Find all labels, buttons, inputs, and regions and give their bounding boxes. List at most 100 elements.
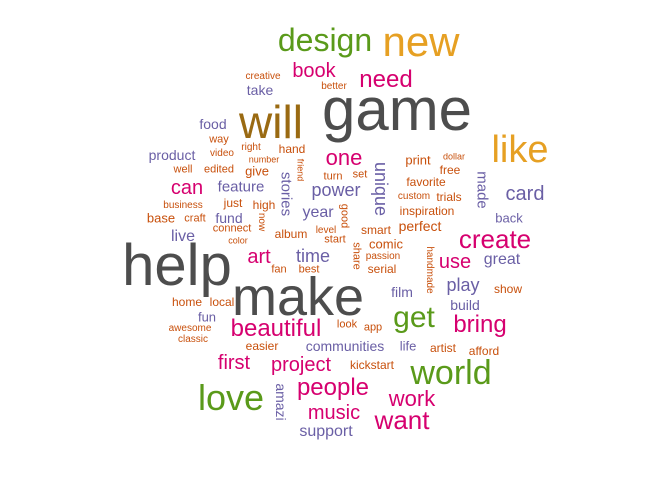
word-want: want bbox=[374, 405, 430, 435]
word-life: life bbox=[399, 338, 417, 354]
word-home: home bbox=[171, 295, 203, 309]
word-album: album bbox=[274, 227, 308, 241]
word-help: help bbox=[122, 233, 232, 298]
word-classic: classic bbox=[177, 334, 209, 345]
word-custom: custom bbox=[397, 191, 431, 202]
word-passion: passion bbox=[365, 251, 401, 262]
word-craft: craft bbox=[184, 212, 206, 225]
word-handmade: handmade bbox=[424, 246, 435, 294]
word-fan: fan bbox=[271, 263, 287, 276]
word-video: video bbox=[210, 148, 234, 159]
word-now: now bbox=[256, 212, 267, 232]
word-best: best bbox=[298, 263, 320, 276]
word-build: build bbox=[450, 297, 480, 313]
word-local: local bbox=[209, 295, 235, 309]
word-great: great bbox=[483, 251, 521, 268]
word-bring: bring bbox=[453, 311, 507, 338]
word-art: art bbox=[247, 246, 271, 268]
word-start: start bbox=[324, 233, 346, 246]
word-color: color bbox=[228, 235, 248, 246]
word-love: love bbox=[197, 377, 265, 418]
word-level: level bbox=[315, 225, 337, 236]
word-give: give bbox=[245, 163, 269, 179]
word-friend: friend bbox=[295, 158, 306, 182]
word-unique: unique bbox=[371, 161, 391, 217]
word-communities: communities bbox=[305, 338, 385, 354]
word-good: good bbox=[338, 203, 351, 229]
word-print: print bbox=[405, 152, 431, 168]
word-perfect: perfect bbox=[398, 218, 442, 234]
word-dollar: dollar bbox=[442, 151, 466, 162]
word-feature: feature bbox=[217, 178, 265, 196]
word-product: product bbox=[148, 147, 196, 163]
word-create: create bbox=[458, 224, 532, 254]
word-can: can bbox=[170, 177, 204, 199]
word-trials: trials bbox=[436, 190, 462, 204]
word-better: better bbox=[321, 81, 347, 92]
word-turn: turn bbox=[323, 170, 343, 183]
word-number: number bbox=[248, 154, 280, 165]
word-afford: afford bbox=[468, 344, 500, 358]
word-just: just bbox=[223, 196, 243, 210]
word-awesome: awesome bbox=[168, 323, 212, 334]
word-use: use bbox=[438, 251, 472, 273]
word-one: one bbox=[325, 145, 363, 170]
word-beautiful: beautiful bbox=[230, 315, 322, 342]
word-food: food bbox=[199, 116, 227, 132]
word-artist: artist bbox=[429, 341, 457, 355]
word-comic: comic bbox=[369, 236, 403, 252]
word-base: base bbox=[146, 210, 176, 226]
word-support: support bbox=[299, 423, 353, 440]
word-film: film bbox=[391, 284, 413, 300]
word-need: need bbox=[359, 66, 413, 93]
word-easier: easier bbox=[245, 339, 279, 353]
word-kickstart: kickstart bbox=[349, 358, 395, 372]
word-game: game bbox=[321, 76, 473, 143]
word-fun: fun bbox=[197, 309, 217, 325]
word-like: like bbox=[491, 129, 549, 171]
word-made: made bbox=[473, 171, 491, 209]
word-set: set bbox=[352, 168, 368, 181]
word-live: live bbox=[170, 228, 196, 245]
word-serial: serial bbox=[367, 262, 397, 276]
word-amazi: amazi bbox=[273, 383, 289, 421]
word-well: well bbox=[173, 163, 193, 176]
word-look: look bbox=[336, 318, 358, 331]
word-app: app bbox=[363, 321, 383, 334]
word-connect: connect bbox=[212, 222, 252, 235]
word-way: way bbox=[209, 133, 229, 146]
word-right: right bbox=[241, 142, 261, 153]
word-time: time bbox=[295, 246, 331, 266]
word-year: year bbox=[302, 204, 334, 221]
word-people: people bbox=[296, 374, 370, 401]
word-design: design bbox=[277, 22, 373, 58]
word-get: get bbox=[393, 301, 435, 334]
word-work: work bbox=[388, 386, 436, 411]
word-favorite: favorite bbox=[406, 175, 446, 189]
word-project: project bbox=[270, 354, 332, 376]
word-back: back bbox=[495, 210, 523, 226]
word-show: show bbox=[493, 282, 523, 296]
word-stories: stories bbox=[277, 171, 295, 217]
word-music: music bbox=[307, 402, 361, 424]
word-first: first bbox=[217, 352, 251, 374]
word-book: book bbox=[292, 60, 336, 82]
word-share: share bbox=[350, 242, 363, 270]
word-high: high bbox=[252, 198, 276, 212]
word-creative: creative bbox=[245, 71, 281, 82]
word-fund: fund bbox=[215, 210, 243, 226]
word-play: play bbox=[446, 275, 480, 295]
word-make: make bbox=[231, 267, 365, 327]
word-business: business bbox=[163, 200, 203, 211]
word-will: will bbox=[239, 96, 303, 148]
word-new: new bbox=[382, 18, 460, 65]
word-card: card bbox=[505, 183, 545, 205]
word-inspiration: inspiration bbox=[399, 204, 455, 218]
word-take: take bbox=[246, 82, 274, 98]
word-edited: edited bbox=[204, 163, 234, 176]
word-smart: smart bbox=[361, 223, 391, 237]
word-power: power bbox=[311, 180, 361, 200]
word-hand: hand bbox=[278, 142, 306, 156]
word-world: world bbox=[410, 354, 492, 392]
